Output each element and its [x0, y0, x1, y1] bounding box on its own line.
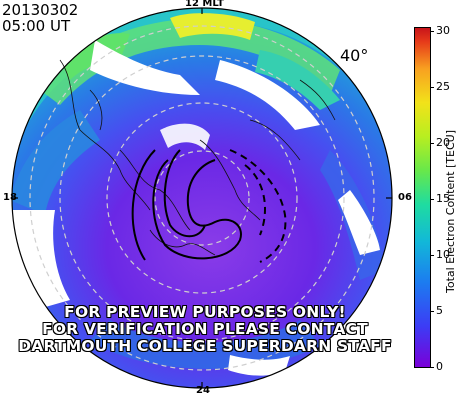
coastlines	[59, 59, 336, 256]
colorbar-tick-mark	[430, 255, 434, 256]
colorbar-tick-mark	[430, 199, 434, 200]
latitude-label: 40°	[340, 46, 369, 65]
colorbar-tick-mark	[430, 311, 434, 312]
mlt-label-noon: 12 MLT	[185, 0, 224, 9]
colorbar-title: Total Electron Content [TECU]	[444, 129, 457, 293]
convection-contours	[131, 149, 287, 263]
mlt-ticks	[12, 8, 392, 388]
colorbar-tick-mark	[430, 367, 434, 368]
colorbar-tick-mark	[430, 87, 434, 88]
colorbar-tick-label: 0	[436, 360, 443, 373]
colorbar-tick-label: 20	[436, 136, 450, 149]
watermark-line-3: DARTMOUTH COLLEGE SUPERDARN STAFF	[18, 337, 392, 355]
colorbar-tick-label: 15	[436, 192, 450, 205]
mlt-label-dusk: 18	[3, 192, 17, 203]
mlt-label-dawn: 06	[398, 192, 412, 203]
preview-watermark: FOR PREVIEW PURPOSES ONLY! FOR VERIFICAT…	[0, 304, 410, 355]
colorbar-tick-label: 5	[436, 304, 443, 317]
colorbar-tick-label: 30	[436, 24, 450, 37]
date-label: 20130302	[2, 1, 79, 19]
colorbar-tick-label: 10	[436, 248, 450, 261]
colorbar-tick-mark	[430, 31, 434, 32]
time-label: 05:00 UT	[2, 17, 71, 35]
colorbar	[414, 27, 431, 368]
watermark-line-1: FOR PREVIEW PURPOSES ONLY!	[64, 303, 346, 321]
mlt-label-midnight: 24	[196, 385, 210, 396]
colorbar-tick-mark	[430, 143, 434, 144]
colorbar-tick-label: 25	[436, 80, 450, 93]
latitude-grid	[29, 25, 375, 371]
watermark-line-2: FOR VERIFICATION PLEASE CONTACT	[42, 320, 368, 338]
